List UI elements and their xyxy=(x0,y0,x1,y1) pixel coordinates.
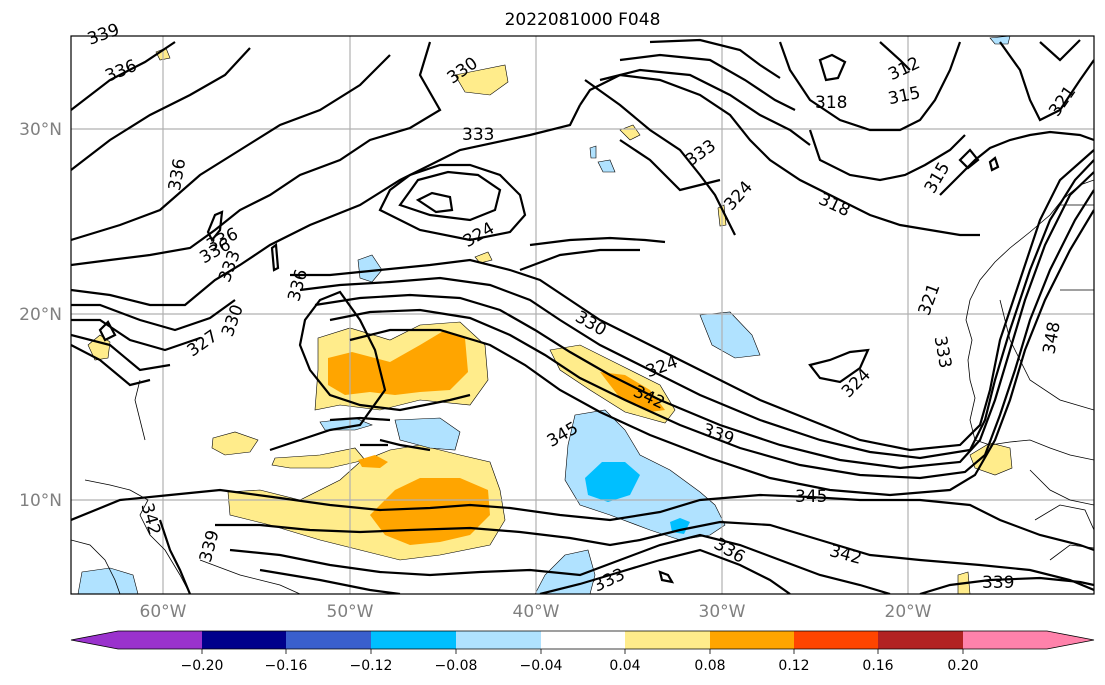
colorbar-tick-label: 0.08 xyxy=(694,658,725,674)
lon-tick-label: 40°W xyxy=(513,602,560,622)
lon-tick-label: 50°W xyxy=(327,602,374,622)
colorbar-segment xyxy=(541,631,625,649)
lat-tick-label: 20°N xyxy=(19,305,62,325)
colorbar-segment xyxy=(625,631,710,649)
positive-anomaly-region xyxy=(271,447,366,469)
coastlines xyxy=(71,179,1094,594)
contour-label: 336 xyxy=(102,56,140,87)
negative-anomaly-region xyxy=(357,254,383,283)
colorbar: −0.20 −0.16 −0.12 −0.08 −0.04 0.04 0.08 … xyxy=(70,630,1095,674)
contour-label: 345 xyxy=(795,487,827,507)
negative-anomaly-region xyxy=(77,567,139,594)
negative-anomaly-region xyxy=(597,159,616,173)
contour-label: 318 xyxy=(815,189,853,221)
map-title: 2022081000 F048 xyxy=(504,10,661,30)
colorbar-tick-label: −0.20 xyxy=(181,658,224,674)
longitude-axis: 60°W 50°W 40°W 30°W 20°W xyxy=(140,602,932,622)
strong-positive-anomaly-region xyxy=(358,455,388,468)
positive-anomaly-region xyxy=(619,124,641,141)
strong-negative-anomaly-region xyxy=(585,462,640,502)
contour-lines xyxy=(71,38,1094,594)
strong-positive-anomaly-region xyxy=(600,372,665,412)
map-frame xyxy=(70,35,1095,595)
contour-label: 324 xyxy=(460,218,498,252)
contour-label: 333 xyxy=(682,136,720,171)
colorbar-segment xyxy=(963,631,1047,649)
positive-anomaly-region xyxy=(211,431,259,456)
negative-anomaly-region xyxy=(394,417,461,451)
negative-anomaly-region xyxy=(589,145,597,159)
contour-label: 333 xyxy=(930,335,955,370)
contour-label: 324 xyxy=(720,177,757,214)
negative-anomaly-region xyxy=(699,311,761,359)
colorbar-segment xyxy=(371,631,456,649)
negative-anomaly-region xyxy=(989,36,1011,45)
contour-label: 333 xyxy=(462,125,494,145)
colorbar-extend-max xyxy=(1047,631,1094,649)
lon-tick-label: 60°W xyxy=(140,602,187,622)
contour-label: 327 xyxy=(184,326,222,361)
lon-tick-label: 30°W xyxy=(699,602,746,622)
colorbar-tick-label: 0.20 xyxy=(947,658,978,674)
colorbar-tick-label: 0.16 xyxy=(862,658,893,674)
contour-label: 339 xyxy=(196,528,224,565)
contour-label: 339 xyxy=(699,420,736,450)
lon-tick-label: 20°W xyxy=(885,602,932,622)
contour-label: 318 xyxy=(815,93,847,113)
colorbar-extend-min xyxy=(71,631,118,649)
colorbar-segment xyxy=(118,631,202,649)
colorbar-tick-label: −0.16 xyxy=(265,658,308,674)
contour-label: 342 xyxy=(827,541,864,569)
contour-label: 342 xyxy=(136,501,164,538)
colorbar-tick-label: 0.12 xyxy=(778,658,809,674)
contour-label: 348 xyxy=(1039,320,1064,355)
positive-anomaly-region xyxy=(454,64,509,96)
colorbar-segment xyxy=(456,631,541,649)
shaded-field xyxy=(77,36,1013,594)
contour-label: 339 xyxy=(85,20,122,50)
contour-label: 336 xyxy=(284,267,312,304)
contour-label: 339 xyxy=(982,573,1014,593)
contour-label: 324 xyxy=(643,352,680,382)
contour-label: 330 xyxy=(572,307,610,341)
lat-tick-label: 10°N xyxy=(19,491,62,511)
colorbar-segment xyxy=(878,631,963,649)
colorbar-tick-label: −0.12 xyxy=(350,658,393,674)
contour-label: 312 xyxy=(885,53,923,85)
strong-positive-anomaly-region xyxy=(328,330,468,395)
negative-anomaly-region xyxy=(564,409,726,541)
colorbar-tick-label: −0.04 xyxy=(520,658,563,674)
contour-label: 315 xyxy=(886,83,922,109)
lat-tick-label: 30°N xyxy=(19,120,62,140)
latitude-axis: 30°N 20°N 10°N xyxy=(19,120,62,511)
colorbar-segment xyxy=(286,631,371,649)
colorbar-segment xyxy=(202,631,286,649)
contour-label: 321 xyxy=(915,281,945,318)
colorbar-segment xyxy=(710,631,794,649)
contour-label: 324 xyxy=(838,365,875,402)
colorbar-tick-label: −0.08 xyxy=(435,658,478,674)
colorbar-tick-label: 0.04 xyxy=(609,658,640,674)
colorbar-segment xyxy=(794,631,878,649)
